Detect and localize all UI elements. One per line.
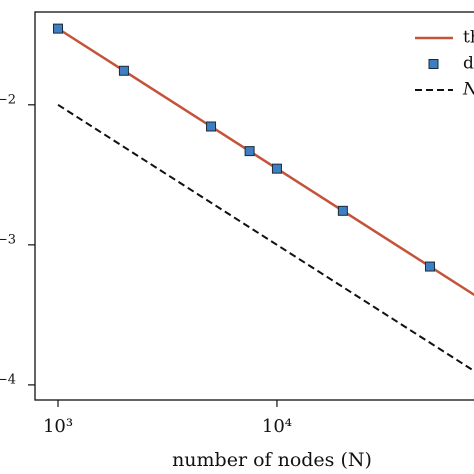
x-axis-label: number of nodes (N) (172, 449, 372, 471)
data-point (337, 205, 348, 216)
y-tick-label: −3 (0, 232, 16, 247)
data-point (53, 23, 64, 34)
legend-label: N (462, 80, 474, 100)
data-point (271, 163, 282, 174)
data-point (244, 146, 255, 157)
x-tick-label: 10⁴ (262, 416, 292, 437)
legend-label: d (463, 54, 474, 74)
data-point (118, 65, 129, 76)
plot-area (53, 23, 474, 373)
legend-marker (428, 59, 439, 69)
series-line (57, 103, 474, 373)
data-point (206, 121, 217, 132)
data-point (424, 261, 435, 272)
plot-frame (34, 11, 474, 401)
legend-label: th (463, 28, 474, 48)
y-tick-label: −4 (0, 372, 16, 387)
y-tick-label: −2 (0, 92, 16, 107)
x-tick-label: 10³ (43, 416, 73, 437)
